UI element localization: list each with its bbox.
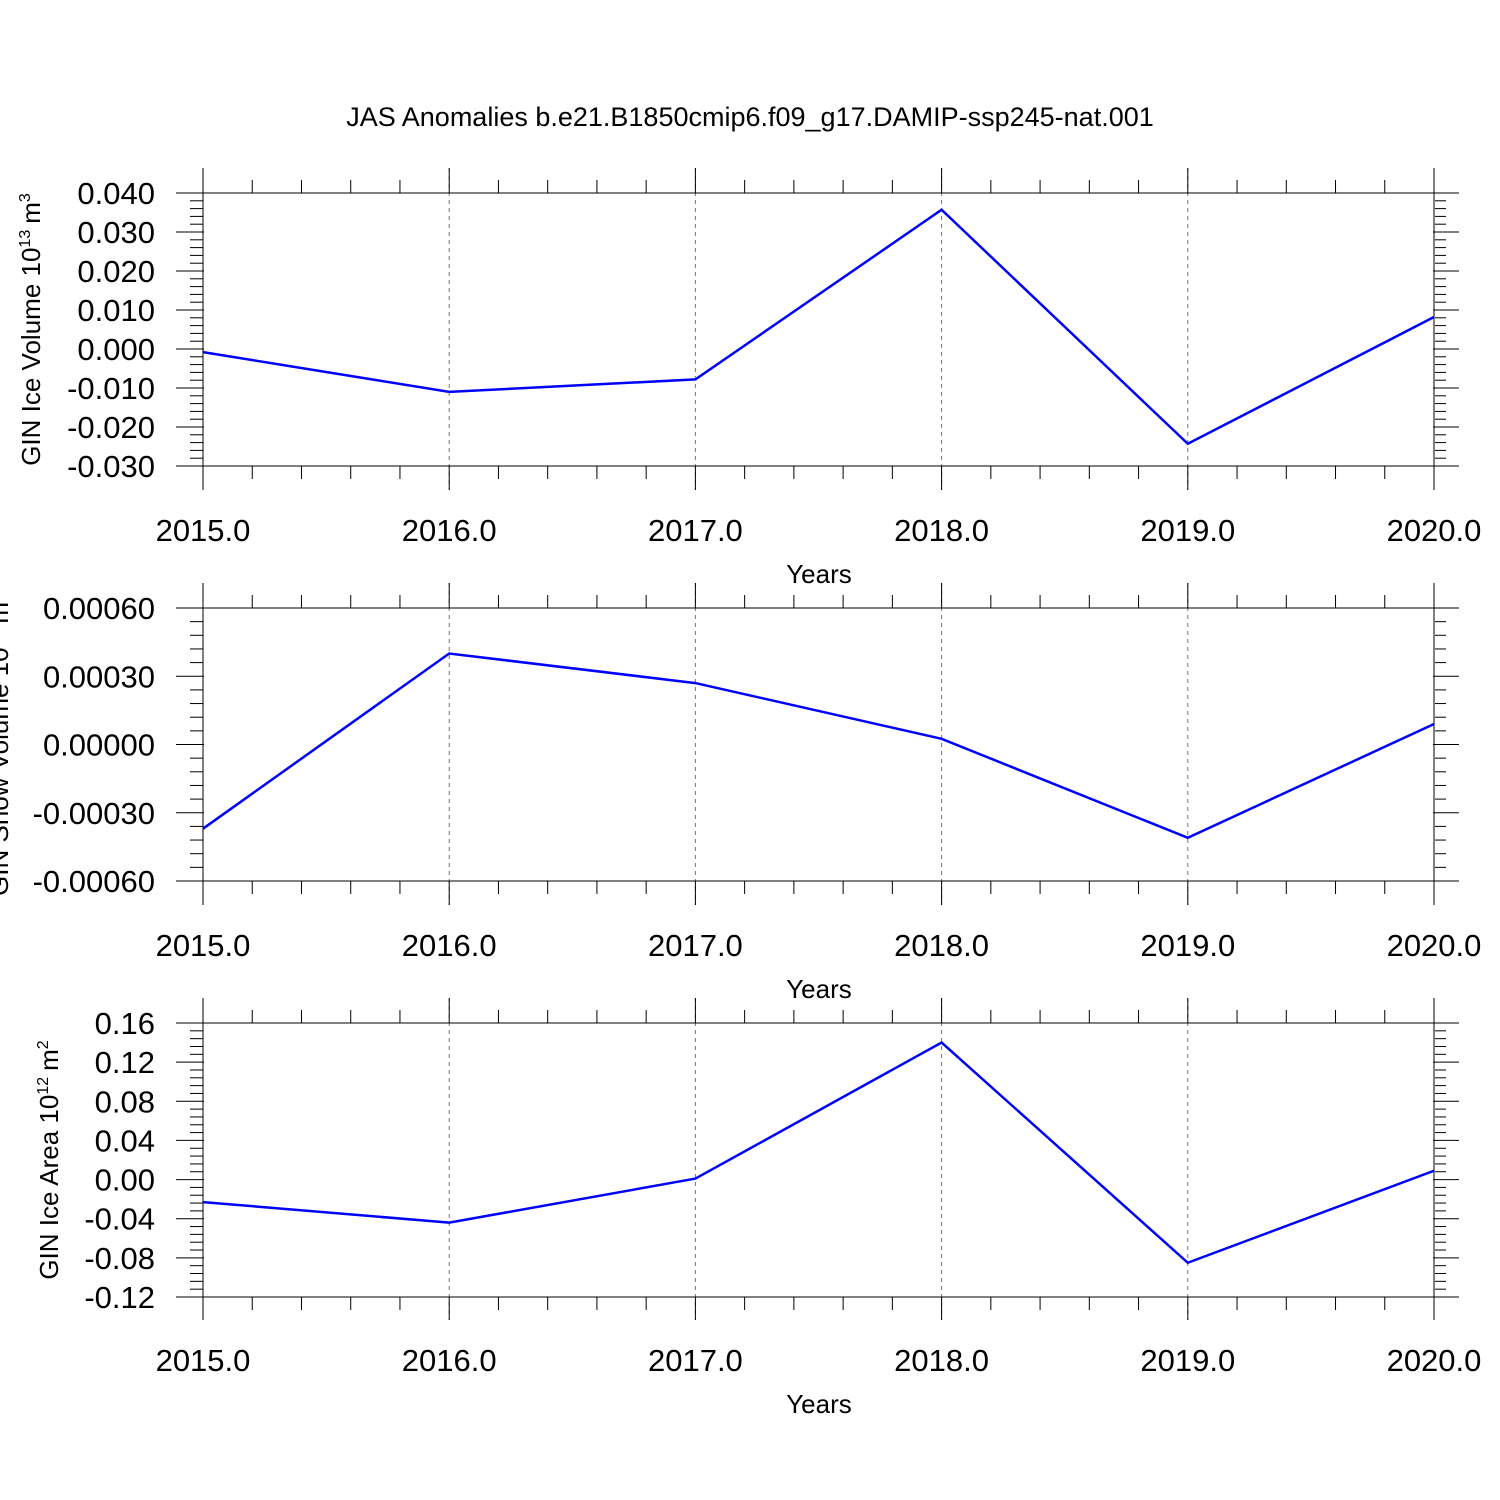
y-axis-label: GIN Ice Volume 1013 m3: [16, 193, 46, 466]
x-axis-label: Years: [786, 1389, 852, 1419]
y-axis-label-part: m: [34, 1049, 64, 1071]
y-tick-label: -0.00030: [33, 796, 155, 831]
y-tick-label: 0.00000: [43, 728, 155, 763]
series-line: [202, 1041, 1435, 1265]
y-axis-label-part: 2: [35, 1040, 52, 1049]
y-tick-label: 0.12: [95, 1045, 155, 1080]
y-tick-label: -0.08: [84, 1241, 155, 1276]
panel-snow-volume: 0.000600.000300.00000-0.00030-0.00060201…: [0, 583, 1481, 1004]
x-tick-label: 2018.0: [894, 513, 989, 548]
y-axis-label-part: 3: [0, 593, 2, 602]
series-line: [202, 208, 1435, 446]
y-tick-label: 0.020: [77, 254, 155, 289]
x-tick-label: 2016.0: [402, 1343, 497, 1378]
x-tick-label: 2020.0: [1387, 513, 1482, 548]
x-tick-label: 2016.0: [402, 928, 497, 963]
y-axis-label-part: 13: [0, 630, 2, 648]
x-tick-label: 2020.0: [1387, 928, 1482, 963]
y-tick-label: 0.00030: [43, 659, 155, 694]
x-tick-label: 2019.0: [1140, 1343, 1235, 1378]
y-tick-label: 0.16: [95, 1006, 155, 1041]
x-tick-label: 2015.0: [156, 1343, 251, 1378]
panel-ice-volume: 0.040 0.030 0.020 0.010 0.000 -0.010 -0.020 -0.…: [16, 168, 1481, 589]
y-tick-label: 0.040: [77, 176, 155, 211]
x-tick-label: 2018.0: [894, 928, 989, 963]
x-tick-label: 2017.0: [648, 1343, 743, 1378]
x-tick-label: 2015.0: [156, 928, 251, 963]
y-axis-label-part: 12: [35, 1077, 52, 1095]
y-tick-label: -0.00060: [33, 864, 155, 899]
y-tick-label: 0.00: [95, 1163, 155, 1198]
y-tick-label: -0.020: [67, 410, 155, 445]
y-tick-label: 0.00060: [43, 591, 155, 626]
y-tick-label: -0.12: [84, 1280, 155, 1315]
x-axis-label: Years: [786, 559, 852, 589]
x-tick-label: 2017.0: [648, 513, 743, 548]
x-tick-label: 2016.0: [402, 513, 497, 548]
x-tick-label: 2020.0: [1387, 1343, 1482, 1378]
x-tick-label: 2017.0: [648, 928, 743, 963]
y-axis-label-part: 3: [17, 193, 34, 202]
y-tick-label: 0.08: [95, 1084, 155, 1119]
y-axis-label-part: GIN Ice Area 10: [34, 1095, 64, 1280]
y-tick-label: -0.010: [67, 371, 155, 406]
y-tick-label: 0.000: [77, 332, 155, 367]
y-axis-label-part: m: [16, 202, 46, 224]
x-tick-label: 2018.0: [894, 1343, 989, 1378]
page-title: JAS Anomalies b.e21.B1850cmip6.f09_g17.D…: [346, 102, 1154, 132]
y-tick-label: 0.04: [95, 1123, 155, 1158]
y-axis-label-part: GIN Snow Volume 10: [0, 647, 14, 896]
panel-ice-area: 0.16 0.12 0.08 0.04 0.00 -0.04 -0.08 -0.122015.…: [34, 998, 1481, 1419]
y-axis-label: GIN Ice Area 1012 m2: [34, 1040, 64, 1279]
y-tick-label: 0.030: [77, 215, 155, 250]
y-tick-label: -0.030: [67, 449, 155, 484]
y-tick-label: 0.010: [77, 293, 155, 328]
y-tick-label: -0.04: [84, 1202, 155, 1237]
y-axis-label: GIN Snow Volume 1013 m3: [0, 593, 14, 896]
x-tick-label: 2015.0: [156, 513, 251, 548]
x-axis-label: Years: [786, 974, 852, 1004]
y-axis-label-part: m: [0, 602, 14, 624]
y-axis-label-part: 13: [17, 230, 34, 248]
x-tick-label: 2019.0: [1140, 513, 1235, 548]
x-tick-label: 2019.0: [1140, 928, 1235, 963]
y-axis-label-part: GIN Ice Volume 10: [16, 248, 46, 466]
series-line: [202, 652, 1435, 840]
